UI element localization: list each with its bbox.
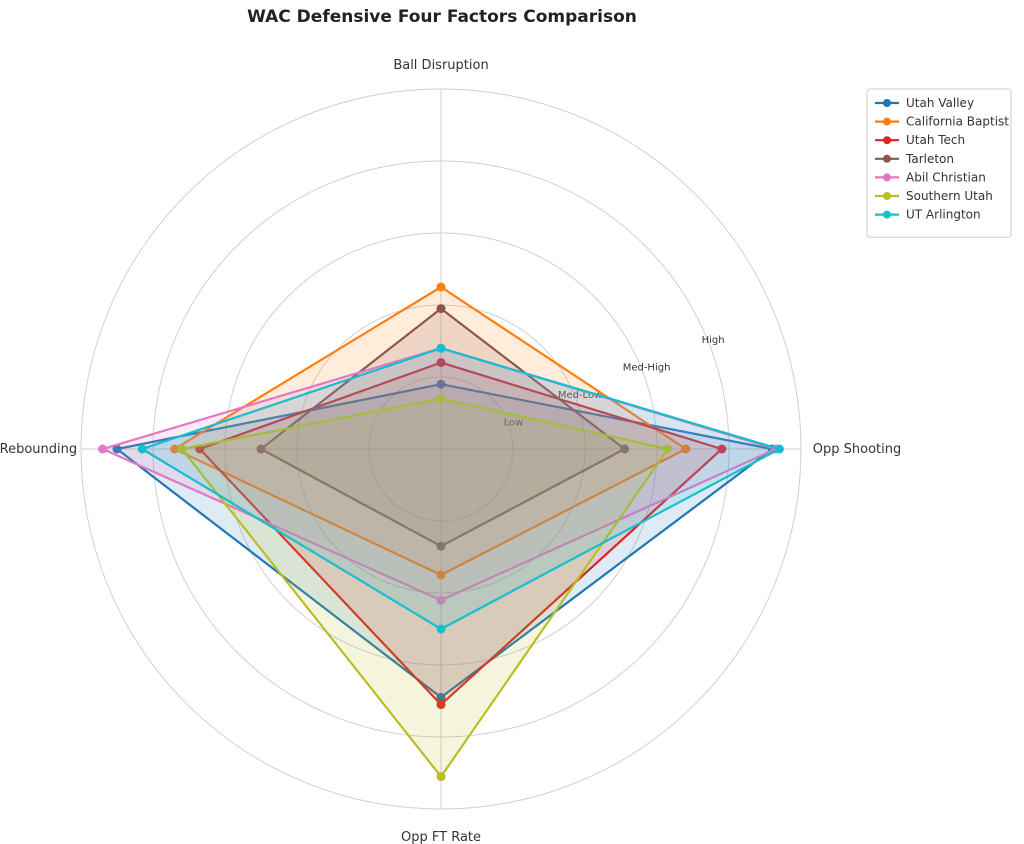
ring-label-med-low: Med-Low: [558, 390, 602, 401]
chart-title: WAC Defensive Four Factors Comparison: [247, 7, 637, 27]
ring-label-low: Low: [504, 417, 524, 428]
ring-label-med-high: Med-High: [623, 362, 671, 373]
data-point-southern-utah-def-rebounding: [177, 444, 187, 454]
axis-label-opp-shooting: Opp Shooting: [813, 442, 901, 457]
data-point-utah-valley-opp-ft-rate: [436, 692, 446, 702]
data-point-utah-tech-opp-ft-rate: [436, 700, 446, 710]
legend-marker: [883, 99, 891, 107]
series-polygons: [98, 282, 784, 782]
legend-item-california-baptist: California Baptist: [875, 115, 1009, 129]
axis-label-ball-disruption: Ball Disruption: [393, 58, 488, 73]
data-point-ut-arlington-opp-shooting: [774, 444, 784, 454]
legend-marker: [883, 192, 891, 200]
data-point-california-baptist-def-rebounding: [170, 444, 180, 454]
data-point-ut-arlington-ball-disruption: [436, 343, 446, 353]
data-point-ut-arlington-def-rebounding: [137, 444, 147, 454]
data-point-tarleton-opp-ft-rate: [436, 541, 446, 551]
legend-item-tarleton: Tarleton: [875, 152, 954, 166]
data-point-ut-arlington-opp-ft-rate: [436, 624, 446, 634]
series-tarleton: [256, 304, 630, 551]
legend-marker: [883, 154, 891, 163]
legend-item-southern-utah: Southern Utah: [875, 189, 993, 203]
data-point-california-baptist-opp-shooting: [681, 444, 691, 454]
data-point-utah-tech-opp-shooting: [717, 444, 727, 454]
data-point-utah-valley-def-rebounding: [112, 444, 122, 454]
data-point-california-baptist-ball-disruption: [436, 282, 446, 292]
legend-item-utah-valley: Utah Valley: [875, 96, 974, 110]
legend-marker: [883, 173, 891, 182]
legend-marker: [883, 210, 891, 219]
legend-label: Utah Tech: [906, 133, 965, 147]
series-ut-arlington: [137, 343, 784, 634]
legend-label: Abil Christian: [906, 170, 986, 184]
data-point-southern-utah-opp-ft-rate: [436, 772, 446, 782]
legend-marker: [883, 117, 891, 126]
series-california-baptist: [170, 282, 691, 580]
data-point-abil-christian-opp-ft-rate: [436, 595, 446, 605]
data-point-california-baptist-opp-ft-rate: [436, 570, 446, 580]
legend-item-abil-christian: Abil Christian: [875, 170, 986, 184]
series-southern-utah: [177, 394, 673, 782]
ring-labels: Low Med-Low Med-High High: [504, 335, 725, 429]
data-point-southern-utah-ball-disruption: [436, 394, 446, 404]
data-point-tarleton-def-rebounding: [256, 444, 266, 454]
data-point-tarleton-opp-shooting: [620, 444, 630, 454]
series-utah-tech: [195, 358, 727, 710]
ring-label-high: High: [702, 335, 725, 346]
data-point-utah-tech-ball-disruption: [436, 358, 446, 368]
legend-label: Tarleton: [905, 152, 954, 166]
legend-frame: [866, 88, 1012, 238]
legend: Utah Valley California Baptist Utah Tech Ta…: [866, 88, 1012, 238]
axis-label-opp-ft-rate: Opp FT Rate: [401, 830, 481, 844]
series-area-ut-arlington: [141, 347, 781, 631]
axis-labels: Opp Shooting Ball Disruption Def Reboundin…: [0, 58, 901, 844]
data-point-tarleton-ball-disruption: [436, 304, 446, 314]
data-point-southern-utah-opp-shooting: [663, 444, 673, 454]
legend-item-ut-arlington: UT Arlington: [875, 208, 981, 222]
legend-item-utah-tech: Utah Tech: [875, 133, 965, 147]
legend-label: Utah Valley: [906, 96, 974, 110]
axis-label-def-rebounding: Def Rebounding: [0, 442, 77, 457]
series-utah-valley: [112, 379, 777, 702]
legend-label: Southern Utah: [906, 189, 993, 203]
legend-label: California Baptist: [906, 115, 1009, 129]
legend-marker: [883, 136, 891, 145]
legend-label: UT Arlington: [906, 208, 981, 222]
data-point-abil-christian-def-rebounding: [98, 444, 108, 454]
data-point-utah-valley-ball-disruption: [436, 379, 446, 389]
